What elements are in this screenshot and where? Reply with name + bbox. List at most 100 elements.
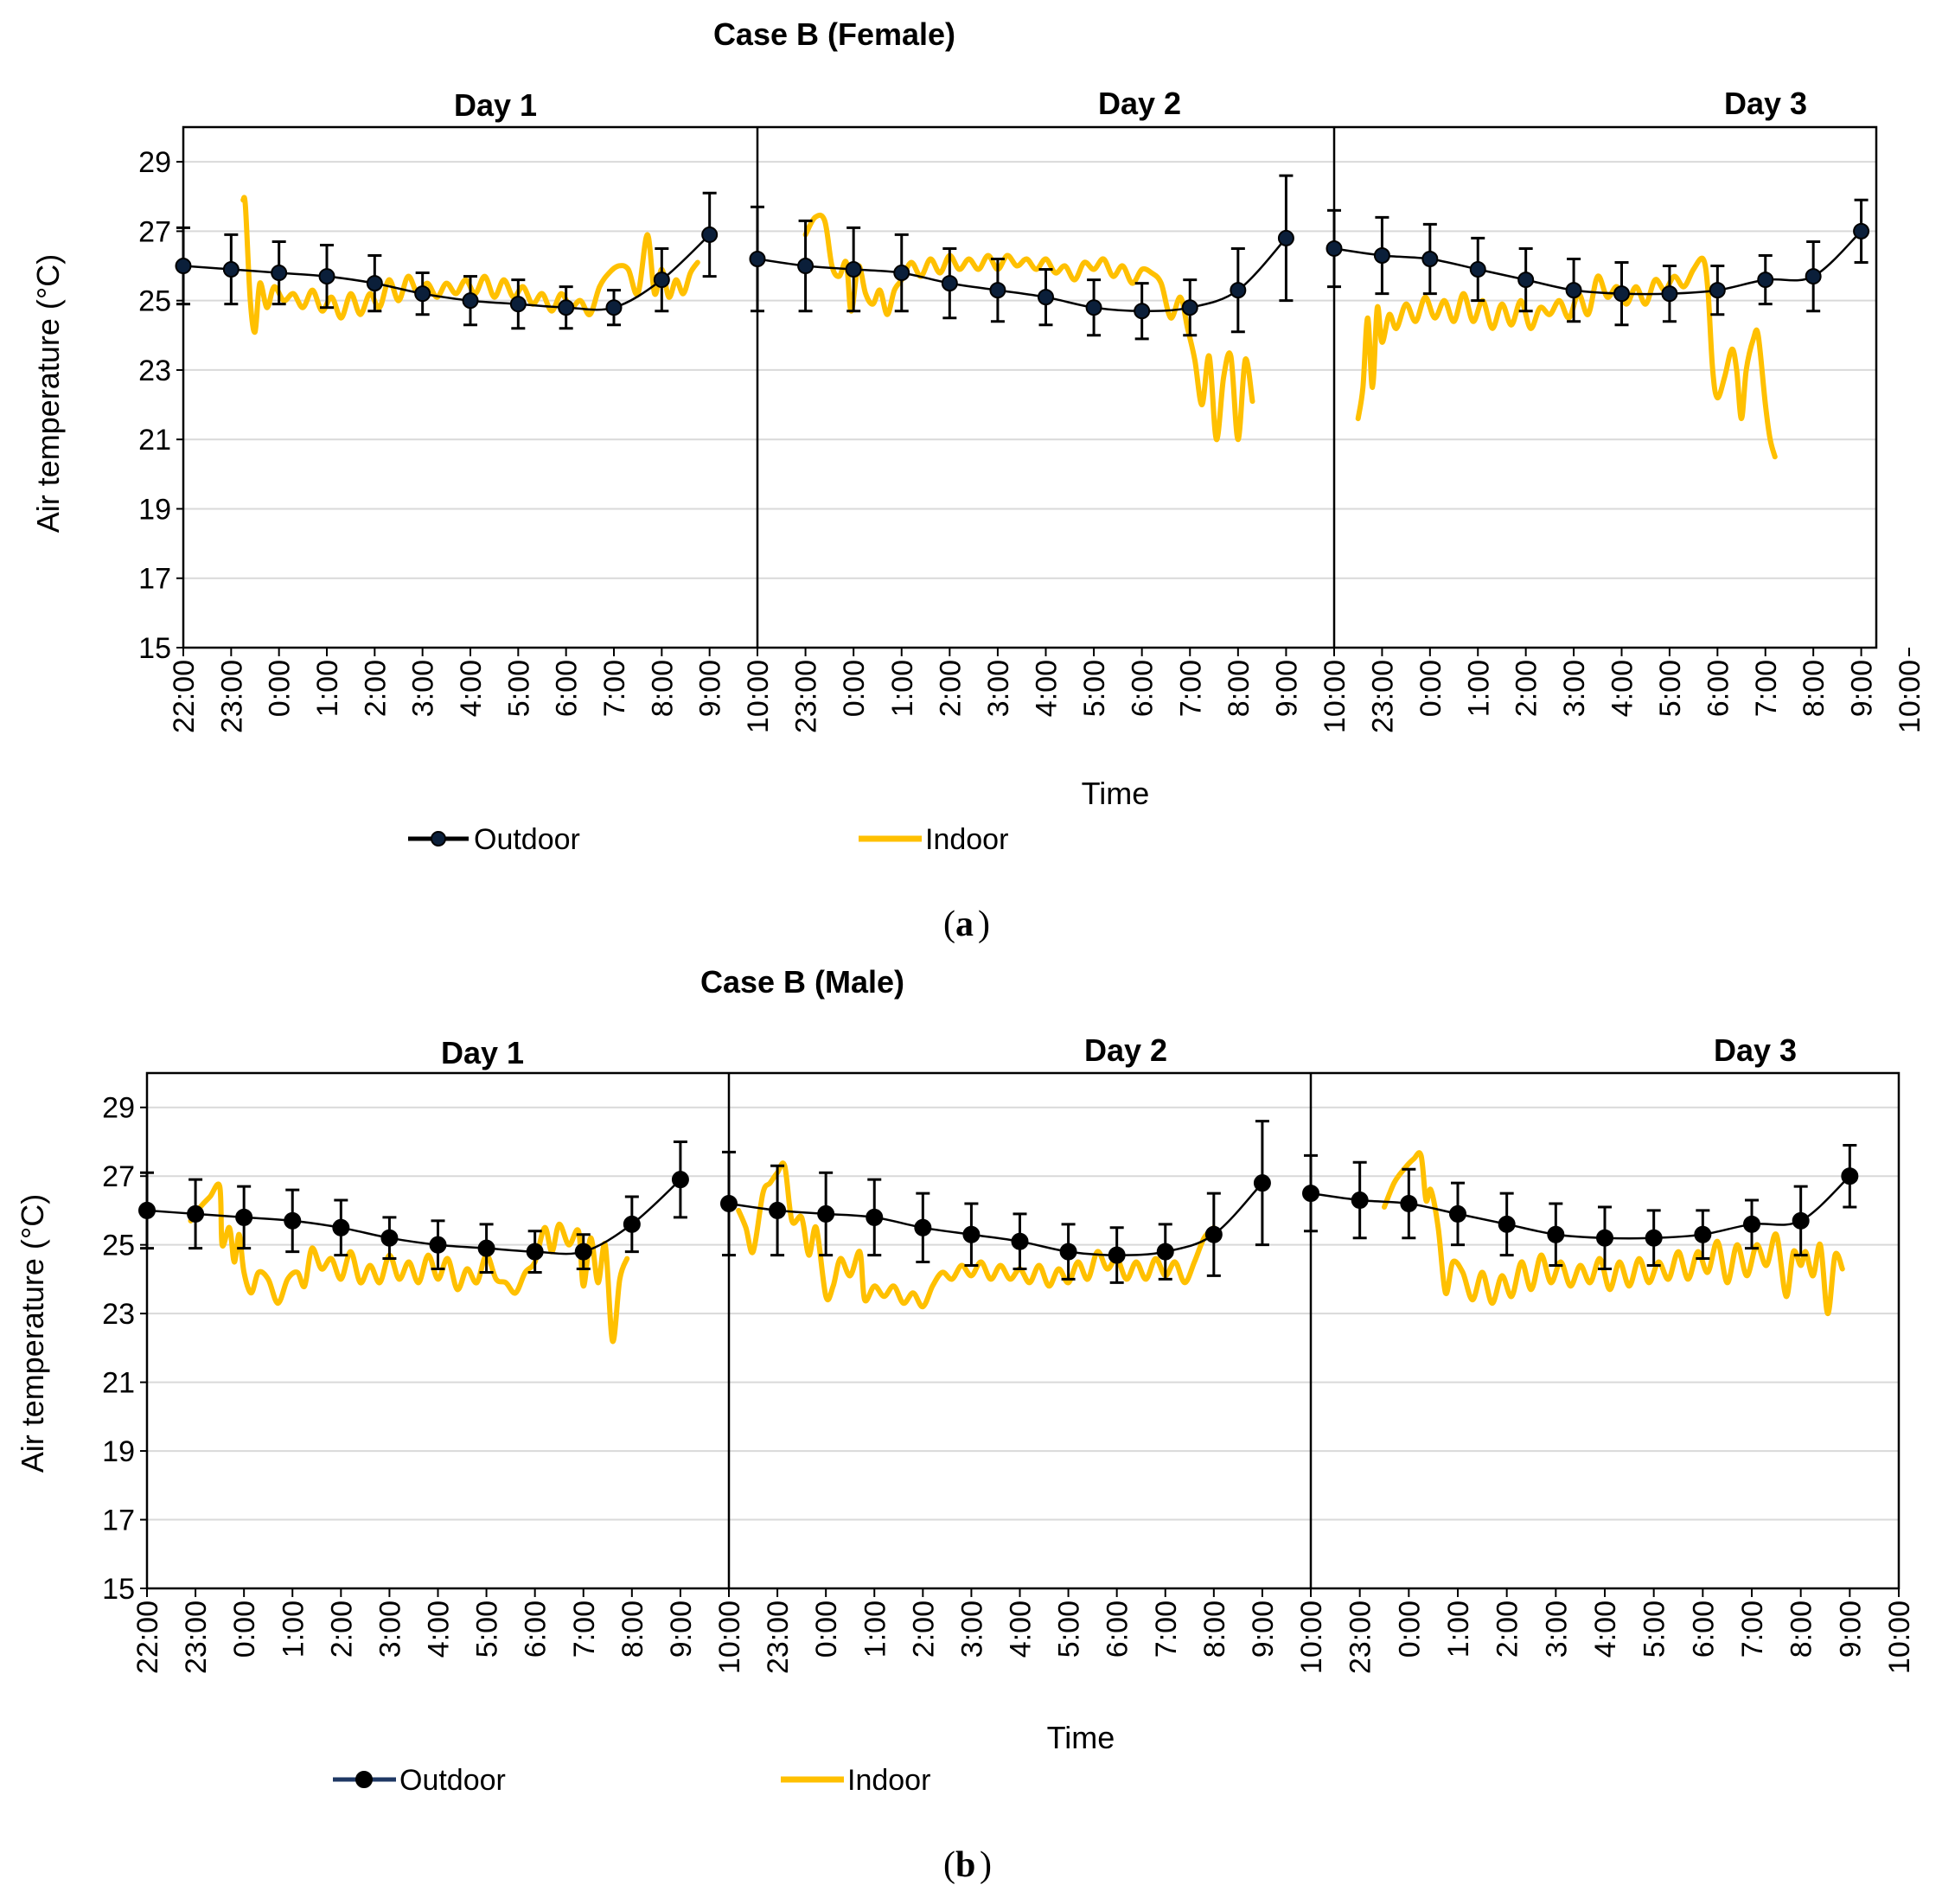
outdoor-point bbox=[817, 1171, 835, 1257]
chart-title: Case B (Female) bbox=[713, 16, 955, 52]
panel-label-b-letter: b bbox=[955, 1845, 975, 1885]
outdoor-point bbox=[1517, 246, 1535, 313]
outdoor-marker bbox=[1517, 272, 1535, 289]
outdoor-marker bbox=[1709, 282, 1726, 299]
y-tick-label: 29 bbox=[102, 1092, 135, 1125]
outdoor-marker bbox=[817, 1204, 835, 1223]
outdoor-marker bbox=[1498, 1215, 1516, 1233]
outdoor-marker bbox=[605, 299, 623, 316]
day-3-label: Day 3 bbox=[1714, 1032, 1797, 1068]
outdoor-marker bbox=[1792, 1211, 1810, 1230]
x-tick-label: 1:00 bbox=[277, 1601, 310, 1658]
outdoor-point bbox=[558, 285, 575, 330]
outdoor-marker bbox=[332, 1218, 350, 1236]
y-axis-ticks: 15 17 19 21 23 25 27 29 bbox=[102, 1092, 147, 1606]
outdoor-point bbox=[914, 1192, 932, 1264]
indoor-line-day-3 bbox=[1382, 1150, 1845, 1317]
outdoor-marker bbox=[1373, 246, 1390, 264]
outdoor-point bbox=[332, 1198, 350, 1257]
x-tick-label: 1:00 bbox=[311, 660, 344, 717]
day-3-label: Day 3 bbox=[1724, 86, 1807, 121]
day-1-label: Day 1 bbox=[454, 87, 537, 123]
outdoor-point bbox=[1498, 1192, 1516, 1257]
day-1-label: Day 1 bbox=[441, 1035, 524, 1070]
outdoor-marker bbox=[1181, 299, 1198, 316]
x-tick-label: 8:00 bbox=[1198, 1601, 1231, 1658]
panel-label-b-close: ) bbox=[980, 1845, 992, 1885]
panel-label-a-close: ) bbox=[978, 904, 990, 944]
outdoor-point bbox=[284, 1188, 302, 1254]
outdoor-point bbox=[1841, 1143, 1859, 1209]
outdoor-point bbox=[1565, 258, 1582, 323]
x-tick-label: 7:00 bbox=[1174, 660, 1207, 717]
outdoor-point bbox=[866, 1178, 884, 1257]
x-tick-label: 1:00 bbox=[886, 660, 919, 717]
outdoor-marker bbox=[271, 265, 288, 282]
outdoor-point bbox=[1156, 1223, 1174, 1281]
y-tick-label: 15 bbox=[138, 632, 171, 665]
outdoor-marker bbox=[1277, 229, 1294, 246]
outdoor-point bbox=[605, 289, 623, 327]
outdoor-marker bbox=[941, 275, 958, 292]
y-tick-label: 23 bbox=[138, 355, 171, 387]
x-tick-label: 8:00 bbox=[616, 1601, 649, 1658]
x-tick-label: 0:00 bbox=[838, 660, 871, 717]
outdoor-marker bbox=[1085, 299, 1102, 316]
outdoor-point bbox=[653, 246, 670, 313]
outdoor-point bbox=[769, 1164, 787, 1257]
outdoor-marker bbox=[462, 292, 479, 310]
outdoor-marker bbox=[222, 261, 240, 278]
outdoor-point bbox=[138, 1171, 156, 1250]
outdoor-point bbox=[271, 240, 288, 306]
y-tick-label: 19 bbox=[102, 1435, 135, 1468]
legend-outdoor-label: Outdoor bbox=[399, 1764, 506, 1797]
outdoor-point bbox=[1038, 268, 1054, 327]
x-tick-label: 9:00 bbox=[1846, 660, 1879, 717]
plot-frame bbox=[182, 125, 1878, 649]
outdoor-marker bbox=[175, 258, 192, 275]
outdoor-point bbox=[1011, 1212, 1029, 1270]
outdoor-point bbox=[429, 1219, 447, 1270]
x-tick-label: 3:00 bbox=[955, 1601, 988, 1658]
x-tick-label: 9:00 bbox=[1834, 1601, 1867, 1658]
outdoor-marker bbox=[1038, 289, 1054, 306]
outdoor-marker bbox=[477, 1239, 495, 1257]
x-tick-label: 4:00 bbox=[423, 1601, 456, 1658]
outdoor-marker bbox=[1156, 1243, 1174, 1261]
x-tick-label: 2:00 bbox=[934, 660, 967, 717]
outdoor-point bbox=[1694, 1209, 1712, 1261]
x-tick-label: 6:00 bbox=[551, 660, 584, 717]
outdoor-point bbox=[1400, 1167, 1418, 1240]
outdoor-marker bbox=[509, 296, 527, 313]
outdoor-marker bbox=[574, 1243, 592, 1261]
y-tick-label: 27 bbox=[138, 215, 171, 248]
x-tick-label: 22:00 bbox=[131, 1601, 164, 1674]
outdoor-marker bbox=[414, 285, 431, 303]
outdoor-point bbox=[1613, 261, 1630, 327]
outdoor-marker bbox=[720, 1194, 738, 1212]
outdoor-marker bbox=[1805, 268, 1822, 285]
outdoor-point bbox=[1134, 282, 1151, 341]
y-tick-label: 15 bbox=[102, 1573, 135, 1606]
panel-label-b-open: ( bbox=[943, 1845, 955, 1885]
x-tick-label: 3:00 bbox=[1540, 1601, 1573, 1658]
outdoor-marker bbox=[866, 1208, 884, 1226]
x-tick-label: 7:00 bbox=[1150, 1601, 1183, 1658]
x-tick-label: 23:00 bbox=[180, 1601, 213, 1674]
outdoor-marker bbox=[235, 1208, 253, 1226]
outdoor-point bbox=[1326, 208, 1343, 289]
x-tick-label: 2:00 bbox=[907, 1601, 940, 1658]
outdoor-point bbox=[1757, 253, 1774, 306]
outdoor-point bbox=[1661, 265, 1678, 323]
y-tick-label: 27 bbox=[102, 1160, 135, 1193]
outdoor-marker bbox=[893, 265, 910, 282]
outdoor-marker bbox=[1230, 282, 1247, 299]
series-outdoor bbox=[175, 174, 1870, 341]
y-tick-label: 21 bbox=[102, 1367, 135, 1400]
series-indoor bbox=[188, 1150, 1845, 1344]
y-tick-label: 17 bbox=[102, 1505, 135, 1537]
outdoor-marker bbox=[1204, 1225, 1223, 1243]
outdoor-point bbox=[1547, 1202, 1565, 1268]
outdoor-point bbox=[1743, 1198, 1760, 1250]
